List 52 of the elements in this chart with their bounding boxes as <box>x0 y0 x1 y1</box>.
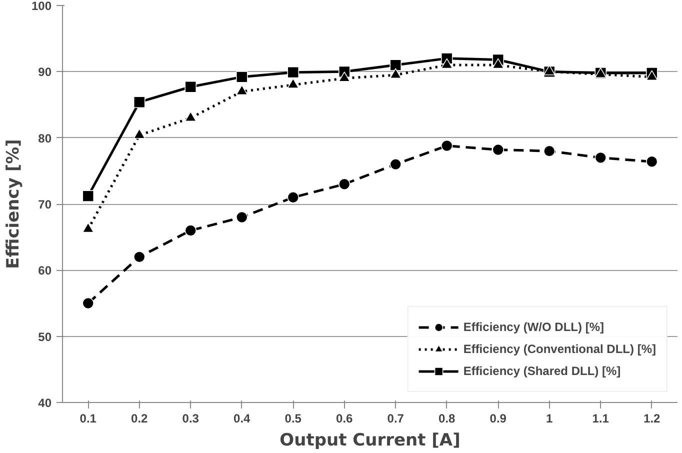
point <box>82 297 94 310</box>
y-tick-label: 60 <box>38 264 52 278</box>
legend-label: Efficiency (W/O DLL) [%] <box>463 320 604 334</box>
y-tick-label: 70 <box>38 198 52 212</box>
point <box>236 84 248 96</box>
point <box>440 140 453 152</box>
point <box>390 59 402 71</box>
x-tick-label: 0.3 <box>182 412 200 426</box>
point <box>338 72 350 82</box>
legend-label: Efficiency (Conventional DLL) [%] <box>463 342 656 356</box>
point <box>287 78 300 88</box>
point <box>646 156 658 168</box>
point <box>133 128 146 139</box>
point <box>390 158 402 170</box>
x-tick-label: 0.1 <box>80 412 97 426</box>
y-tick-label: 100 <box>31 0 52 13</box>
x-tick-label: 0.8 <box>438 412 456 426</box>
point <box>287 191 300 204</box>
point <box>492 58 504 69</box>
x-tick-label: 0.4 <box>234 412 251 426</box>
x-tick-label: 1.2 <box>644 412 661 426</box>
point <box>184 224 197 236</box>
legend-label: Efficiency (Shared DLL) [%] <box>463 364 621 378</box>
x-tick-label: 1.1 <box>592 412 610 426</box>
x-tick-label: 0.2 <box>131 412 148 426</box>
x-axis-title: Output Current [A] <box>280 430 460 450</box>
x-tick-label: 0.9 <box>490 412 507 426</box>
x-tick-label: 0.7 <box>387 412 404 426</box>
point <box>287 66 300 78</box>
point <box>184 80 197 93</box>
y-tick-label: 80 <box>38 131 52 146</box>
point <box>543 64 556 76</box>
x-tick-label: 0.6 <box>336 412 354 426</box>
y-tick-label: 90 <box>38 65 52 80</box>
point <box>646 70 658 81</box>
point <box>492 144 504 156</box>
x-tick-label: 0.5 <box>284 412 302 426</box>
point <box>133 251 146 263</box>
point <box>390 68 402 79</box>
point <box>440 58 453 69</box>
y-tick-label: 50 <box>38 330 52 344</box>
point <box>82 190 94 202</box>
x-tick-label: 1 <box>546 412 554 426</box>
point <box>236 71 248 83</box>
point <box>184 111 197 122</box>
point <box>236 211 248 224</box>
point <box>133 96 146 108</box>
point <box>543 145 556 157</box>
point <box>338 178 350 190</box>
point <box>594 152 607 164</box>
y-tick-label: 40 <box>38 396 52 410</box>
y-axis-title: Efficiency [%] <box>3 139 24 269</box>
